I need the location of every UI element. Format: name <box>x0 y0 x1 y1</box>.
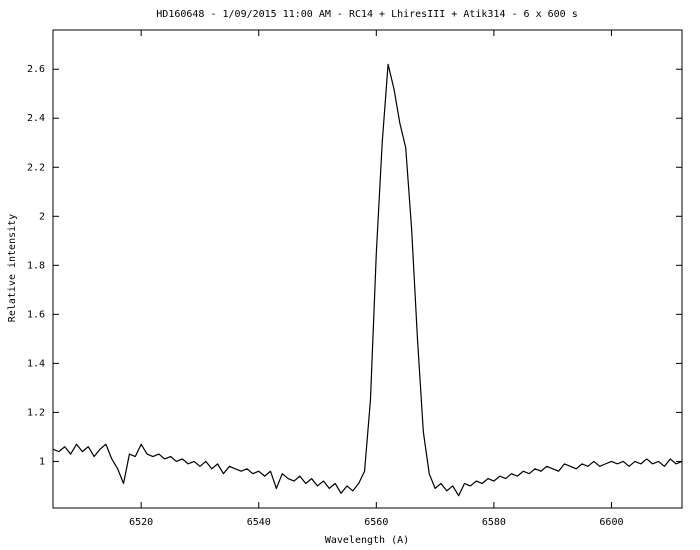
x-tick-label: 6600 <box>599 517 623 528</box>
y-tick-label: 1.6 <box>27 309 45 320</box>
plot-frame <box>52 29 683 509</box>
y-tick-label: 2.2 <box>27 162 45 173</box>
y-tick-label: 1 <box>39 456 45 467</box>
y-tick-label: 2 <box>39 211 45 222</box>
y-tick-label: 2.4 <box>27 113 45 124</box>
x-tick-label: 6560 <box>364 517 388 528</box>
chart-title: HD160648 - 1/09/2015 11:00 AM - RC14 + L… <box>156 9 577 20</box>
y-tick-label: 1.8 <box>27 260 45 271</box>
y-tick-label: 2.6 <box>27 64 45 75</box>
x-tick-label: 6580 <box>482 517 506 528</box>
x-tick-label: 6520 <box>129 517 153 528</box>
spectrum-line <box>52 63 683 497</box>
x-axis-label: Wavelength (A) <box>325 535 409 546</box>
y-tick-label: 1.4 <box>27 358 45 369</box>
y-tick-label: 1.2 <box>27 407 45 418</box>
x-tick-label: 6540 <box>247 517 271 528</box>
y-axis-label: Relative intensity <box>7 214 18 322</box>
